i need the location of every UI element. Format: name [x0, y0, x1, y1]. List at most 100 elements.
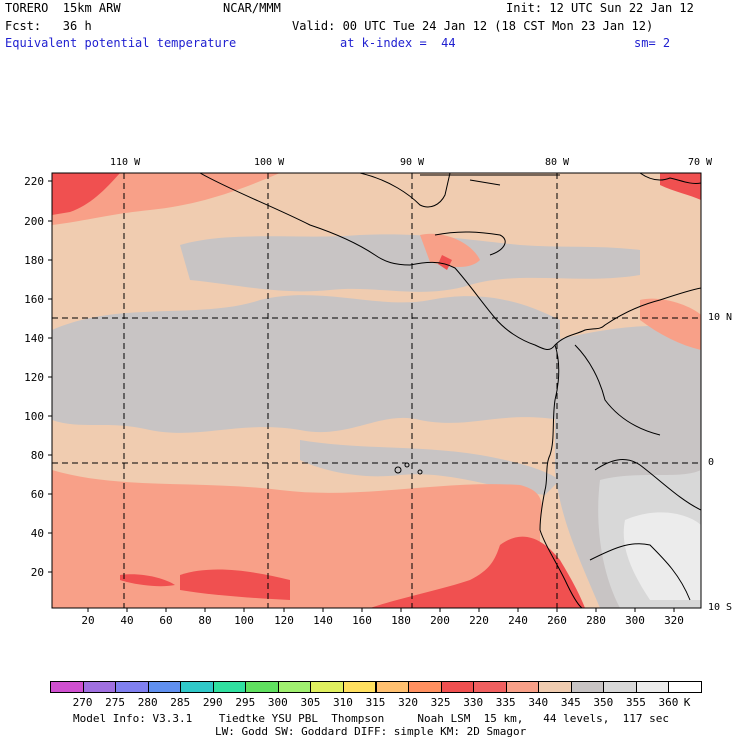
theta-e-field — [52, 173, 701, 608]
level-info: at k-index = 44 — [340, 36, 456, 50]
colorbar-label: 330 — [463, 696, 484, 709]
colorbar-box — [440, 681, 475, 693]
lat-label-10n: 10 N — [708, 312, 733, 323]
colorbar-label: 360 — [658, 696, 679, 709]
colorbar-box — [147, 681, 182, 693]
y-tick-40: 40 — [30, 527, 44, 540]
y-tick-140: 140 — [24, 332, 44, 345]
field-band-345a — [52, 295, 560, 433]
x-tick-220: 220 — [469, 614, 489, 627]
x-tick-180: 180 — [391, 614, 411, 627]
x-tick-200: 200 — [430, 614, 450, 627]
valid-time: Valid: 00 UTC Tue 24 Jan 12 (18 CST Mon … — [292, 19, 654, 33]
field-band-345b — [180, 234, 640, 292]
colorbar-box — [408, 681, 442, 693]
lon-label-100w: 100 W — [254, 157, 285, 168]
colorbar-box — [212, 681, 247, 693]
field-band-345c — [300, 440, 560, 495]
colorbar-box — [375, 681, 410, 693]
field-ca-340 — [420, 233, 480, 267]
colorbar-box — [570, 681, 605, 693]
colorbar-label: 310 — [333, 696, 353, 709]
colorbar-box — [668, 681, 702, 693]
colorbar-box — [245, 681, 279, 693]
colorbar-label: 320 — [398, 696, 418, 709]
y-tick-100: 100 — [24, 410, 44, 423]
colorbar-label: 355 — [625, 696, 646, 709]
lon-label-70w: 70 W — [688, 157, 713, 168]
colorbar-label: 315 — [365, 696, 386, 709]
y-tick-200: 200 — [24, 215, 44, 228]
field-nw-330 — [52, 173, 120, 215]
colorbar-box — [82, 681, 117, 693]
colorbar-label: 335 — [495, 696, 516, 709]
y-tick-160: 160 — [24, 293, 44, 306]
x-tick-320: 320 — [664, 614, 684, 627]
forecast-hour: Fcst: 36 h — [5, 19, 92, 33]
border-colombia — [574, 344, 661, 436]
colorbar-box — [342, 681, 377, 693]
field-peru-330 — [370, 536, 585, 608]
colorbar-box — [310, 681, 344, 693]
y-tick-120: 120 — [24, 371, 44, 384]
y-tick-60: 60 — [30, 488, 44, 501]
colorbar-box — [603, 681, 637, 693]
colorbar-label: 300 — [267, 696, 288, 709]
coastline-gulf — [420, 174, 560, 186]
field-carib-340 — [640, 298, 701, 350]
lon-label-90w: 90 W — [400, 157, 425, 168]
lon-label-110w: 110 W — [110, 157, 141, 168]
field-south-330a — [180, 569, 290, 600]
lon-label-80w: 80 W — [545, 157, 570, 168]
lat-label-0: 0 — [708, 457, 715, 468]
coastlines — [199, 173, 701, 608]
map-frame — [51, 172, 702, 609]
colorbar-box — [50, 681, 84, 693]
colorbar-label: K — [683, 696, 691, 709]
tick-marks — [48, 180, 675, 612]
init-time: Init: 12 UTC Sun 22 Jan 12 — [506, 1, 694, 15]
galapagos-islands — [394, 462, 423, 475]
colorbar-label: 340 — [528, 696, 549, 709]
smoothing-info: sm= 2 — [634, 36, 671, 50]
colorbar-label: 350 — [593, 696, 614, 709]
coastline-honduras — [434, 231, 506, 256]
x-tick-140: 140 — [313, 614, 333, 627]
field-ca-330 — [438, 255, 452, 270]
border-andes — [594, 459, 701, 511]
colorbar-box — [473, 681, 507, 693]
colorbar-box — [505, 681, 540, 693]
coastline-central-america — [199, 173, 701, 350]
colorbar-box — [277, 681, 312, 693]
lat-label-10s: 10 S — [708, 602, 733, 613]
field-name: Equivalent potential temperature — [5, 36, 237, 50]
border-peru-bolivia — [589, 543, 691, 601]
model-title: TORERO 15km ARW — [5, 1, 121, 15]
colorbar-box — [538, 681, 572, 693]
coastline-south-america-west — [539, 344, 583, 608]
organization-label: NCAR/MMM — [223, 1, 281, 15]
x-tick-20: 20 — [81, 614, 95, 627]
x-tick-120: 120 — [274, 614, 294, 627]
y-tick-220: 220 — [24, 175, 44, 188]
field-land-355 — [623, 512, 701, 600]
x-tick-280: 280 — [586, 614, 606, 627]
colorbar-label: 345 — [560, 696, 581, 709]
colorbar-box — [635, 681, 670, 693]
colorbar-label: 275 — [105, 696, 126, 709]
colorbar-label: 280 — [137, 696, 158, 709]
colorbar-label: 295 — [235, 696, 256, 709]
field-nw-340 — [52, 173, 280, 225]
coastline-mexico-gulf — [359, 173, 451, 208]
x-tick-40: 40 — [120, 614, 134, 627]
y-tick-180: 180 — [24, 254, 44, 267]
colorbar-box — [180, 681, 214, 693]
x-tick-260: 260 — [547, 614, 567, 627]
colorbar-label: 270 — [72, 696, 93, 709]
x-tick-60: 60 — [159, 614, 173, 627]
colorbar-label: 290 — [202, 696, 223, 709]
y-tick-20: 20 — [30, 566, 44, 579]
field-ne-330 — [660, 173, 701, 200]
physics-info: LW: Godd SW: Goddard DIFF: simple KM: 2D… — [215, 725, 527, 738]
